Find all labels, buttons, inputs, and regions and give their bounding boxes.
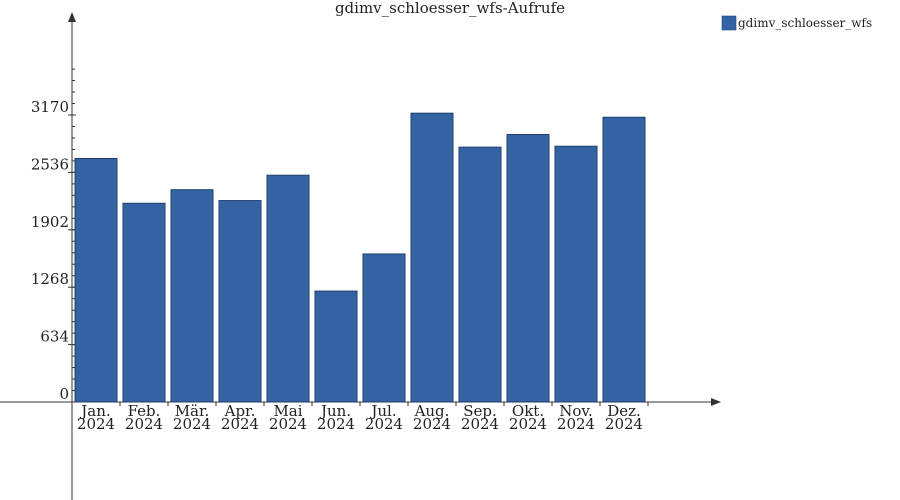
y-axis-arrow (68, 12, 76, 22)
x-tick-label-3: Apr. 2024 (221, 402, 259, 433)
legend: gdimv_schloesser_wfs (721, 15, 872, 31)
x-tick-labels: Jan. 2024 Feb. 2024 Mär. 2024 Apr. 2024 Mai 2024 J… (77, 402, 643, 433)
bar-4 (266, 174, 310, 403)
x-tick-label-10: Nov. 2024 (557, 402, 595, 433)
bar-2 (170, 189, 214, 403)
x-tick-label-4: Mai 2024 (269, 402, 307, 433)
x-tick-label-1: Feb. 2024 (125, 402, 163, 433)
bar-0 (74, 157, 118, 403)
legend-label: gdimv_schloesser_wfs (738, 16, 872, 30)
x-tick-label-8: Sep. 2024 (461, 402, 499, 433)
bar-10 (554, 145, 598, 403)
y-tick-label-3: 1902 (31, 213, 69, 231)
y-tick-labels: 0 634 1268 1902 2536 3170 (31, 98, 69, 403)
x-tick-label-2: Mär. 2024 (173, 402, 211, 433)
y-tick-label-2: 1268 (31, 270, 69, 288)
y-tick-label-5: 3170 (31, 98, 69, 116)
x-tick-label-11: Dez. 2024 (605, 402, 643, 433)
legend-swatch (721, 15, 737, 31)
bar-8 (458, 146, 502, 403)
y-tick-label-4: 2536 (31, 155, 69, 173)
x-tick-label-7: Aug. 2024 (413, 402, 451, 433)
bar-7 (410, 112, 454, 403)
x-tick-label-5: Jun. 2024 (317, 402, 355, 433)
bar-5 (314, 290, 358, 403)
x-tick-label-0: Jan. 2024 (77, 402, 115, 433)
bar-9 (506, 133, 550, 403)
x-tick-label-6: Jul. 2024 (365, 402, 403, 433)
y-tick-label-1: 634 (40, 328, 69, 346)
bar-1 (122, 202, 166, 403)
y-tick-label-0: 0 (59, 385, 69, 403)
bar-3 (218, 200, 262, 403)
bars (74, 112, 646, 403)
x-axis-arrow (711, 398, 721, 406)
x-tick-label-9: Okt. 2024 (509, 402, 547, 433)
bar-6 (362, 253, 406, 403)
bar-11 (602, 116, 646, 403)
chart-title: gdimv_schloesser_wfs-Aufrufe (335, 0, 565, 17)
